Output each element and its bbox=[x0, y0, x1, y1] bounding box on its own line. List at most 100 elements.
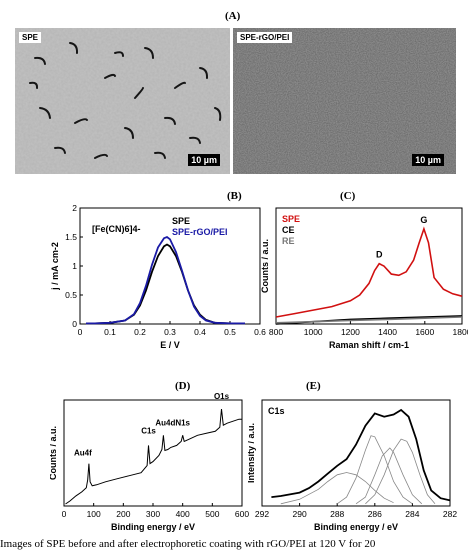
peak-label: Au4f bbox=[74, 449, 92, 458]
x-axis-label: Raman shift / cm-1 bbox=[329, 340, 409, 350]
sem-crack bbox=[134, 87, 144, 99]
y-axis-label: Counts / a.u. bbox=[50, 426, 58, 480]
sem-crack bbox=[174, 81, 186, 89]
x-tick-label: 286 bbox=[368, 509, 382, 519]
x-tick-label: 282 bbox=[443, 509, 457, 519]
chart-xps-survey: 0 100 200 300 400 500 600 Binding energy / eV Co… bbox=[50, 392, 249, 532]
x-tick-label: 100 bbox=[87, 509, 101, 519]
panel-label-e: (E) bbox=[306, 380, 321, 392]
x-tick-label: 0 bbox=[62, 509, 67, 519]
series-line bbox=[355, 447, 423, 505]
chart-xps-c1s: 292 290 288 286 284 282 Binding energy / eV Int… bbox=[248, 399, 457, 532]
x-axis-label: Binding energy / eV bbox=[314, 522, 398, 532]
panel-label-b: (B) bbox=[227, 190, 242, 202]
sem-crack bbox=[154, 151, 166, 159]
peak-label: N1s bbox=[175, 418, 190, 427]
x-tick-label: 288 bbox=[330, 509, 344, 519]
x-tick-label: 1000 bbox=[304, 327, 323, 337]
x-tick-label: 292 bbox=[255, 509, 269, 519]
sem-image-spe: SPE 10 µm bbox=[15, 28, 230, 174]
peak-label: O1s bbox=[214, 392, 230, 401]
x-tick-label: 0.1 bbox=[104, 327, 116, 337]
y-tick-label: 2 bbox=[72, 203, 77, 213]
x-tick-label: 600 bbox=[235, 509, 249, 519]
peak-label: G bbox=[420, 215, 427, 225]
legend-entry: SPE-rGO/PEI bbox=[172, 227, 228, 237]
legend-entry: SPE bbox=[172, 216, 190, 226]
legend-entry: RE bbox=[282, 236, 295, 246]
annotation-label: C1s bbox=[268, 406, 285, 416]
x-tick-label: 0.2 bbox=[134, 327, 146, 337]
x-tick-label: 300 bbox=[146, 509, 160, 519]
sem-crack bbox=[94, 153, 108, 159]
legend-entry: SPE bbox=[282, 214, 300, 224]
sem-crack bbox=[69, 42, 79, 54]
x-tick-label: 0 bbox=[78, 327, 83, 337]
x-tick-label: 400 bbox=[176, 509, 190, 519]
series-line bbox=[86, 243, 245, 325]
y-tick-label: 1.5 bbox=[65, 232, 77, 242]
peak-label: D bbox=[376, 250, 383, 260]
series-line bbox=[365, 438, 436, 505]
sem-crack bbox=[144, 47, 154, 59]
sem-crack bbox=[164, 116, 176, 125]
y-tick-label: 0 bbox=[72, 319, 77, 329]
x-axis-label: E / V bbox=[160, 340, 180, 350]
plot-frame bbox=[275, 207, 463, 325]
sem-image-spe-rgo-pei: SPE-rGO/PEI 10 µm bbox=[233, 28, 456, 174]
sem-texture-spe-rgo-pei bbox=[233, 28, 456, 174]
sem-tag-spe-rgo-pei: SPE-rGO/PEI bbox=[237, 32, 293, 43]
x-tick-label: 800 bbox=[269, 327, 283, 337]
x-tick-label: 1400 bbox=[378, 327, 397, 337]
sem-texture-spe bbox=[15, 28, 230, 174]
x-tick-label: 0.6 bbox=[254, 327, 266, 337]
panel-label-d: (D) bbox=[175, 380, 191, 392]
scale-bar-spe-rgo-pei: 10 µm bbox=[412, 154, 444, 166]
x-tick-label: 1800 bbox=[453, 327, 468, 337]
panel-label-c: (C) bbox=[340, 190, 356, 202]
x-tick-label: 284 bbox=[405, 509, 419, 519]
series-line bbox=[280, 472, 394, 505]
chart-raman-spectra: 800 1000 1200 1400 1600 1800 Raman shift / cm-… bbox=[260, 207, 468, 350]
sem-tag-spe: SPE bbox=[19, 32, 42, 43]
series-line bbox=[86, 235, 245, 325]
sem-crack bbox=[124, 127, 134, 139]
annotation-label: [Fe(CN)6]4- bbox=[92, 224, 141, 234]
y-tick-label: 0.5 bbox=[65, 290, 77, 300]
x-tick-label: 290 bbox=[293, 509, 307, 519]
peak-label: C1s bbox=[141, 426, 156, 435]
figure-caption: Images of SPE before and after electroph… bbox=[0, 538, 376, 550]
x-tick-label: 1600 bbox=[415, 327, 434, 337]
series-line bbox=[271, 408, 451, 502]
x-tick-label: 0.3 bbox=[164, 327, 176, 337]
y-axis-label: j / mA cm-2 bbox=[50, 242, 60, 291]
series-line bbox=[275, 316, 463, 324]
legend-entry: CE bbox=[282, 225, 295, 235]
x-axis-label: Binding energy / eV bbox=[111, 522, 195, 532]
scale-bar-spe: 10 µm bbox=[188, 154, 220, 166]
sem-crack bbox=[54, 146, 66, 154]
sem-crack bbox=[199, 67, 209, 79]
x-tick-label: 1200 bbox=[341, 327, 360, 337]
sem-crack bbox=[34, 56, 46, 65]
series-line bbox=[65, 409, 242, 505]
series-line bbox=[275, 226, 463, 318]
x-tick-label: 200 bbox=[116, 509, 130, 519]
y-tick-label: 1 bbox=[72, 261, 77, 271]
series-line bbox=[336, 435, 413, 505]
sem-crack bbox=[39, 107, 51, 119]
y-axis-label: Counts / a.u. bbox=[260, 239, 270, 293]
panel-label-a: (A) bbox=[225, 10, 241, 22]
x-tick-label: 0.4 bbox=[194, 327, 206, 337]
chart-cyclic-voltammetry: 0 0.1 0.2 0.3 0.4 0.5 0.6 0 0.5 1 1.5 2 E / V j / mA … bbox=[50, 203, 266, 350]
sem-crack bbox=[189, 136, 201, 144]
sem-crack bbox=[104, 73, 116, 79]
sem-crack bbox=[74, 118, 88, 124]
x-tick-label: 500 bbox=[205, 509, 219, 519]
plot-frame bbox=[261, 399, 451, 507]
sem-crack bbox=[29, 81, 39, 89]
peak-label: Au4d bbox=[155, 418, 175, 427]
sem-crack bbox=[214, 107, 222, 121]
x-tick-label: 0.5 bbox=[224, 327, 236, 337]
y-axis-label: Intensity / a.u. bbox=[248, 423, 256, 483]
